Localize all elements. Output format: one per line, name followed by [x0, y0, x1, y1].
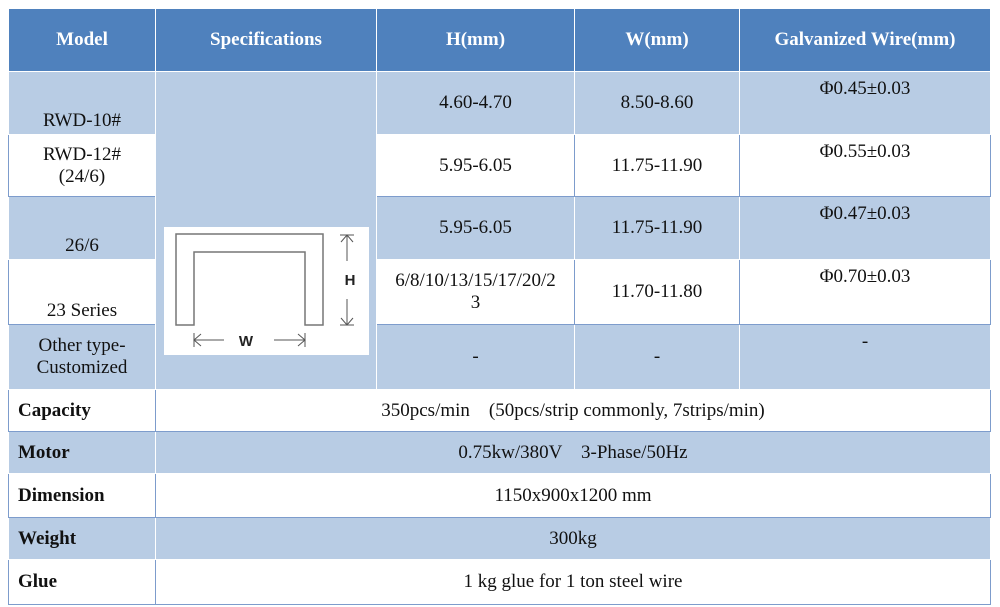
- summary-row: Motor 0.75kw/380V 3-Phase/50Hz: [8, 431, 991, 474]
- summary-row: Glue 1 kg glue for 1 ton steel wire: [8, 559, 991, 605]
- h-cell: 5.95-6.05: [376, 134, 575, 197]
- spec-cell: H W: [155, 71, 377, 390]
- summary-value: 1150x900x1200 mm: [155, 473, 991, 518]
- staple-outline: [175, 233, 324, 326]
- header-cell: Galvanized Wire(mm): [739, 8, 991, 72]
- summary-label: Glue: [8, 559, 156, 605]
- h-cell: 5.95-6.05: [376, 196, 575, 260]
- h-cell: 6/8/10/13/15/17/20/23: [376, 259, 575, 325]
- model-cell: 26/6: [8, 196, 156, 260]
- header-cell: H(mm): [376, 8, 575, 72]
- w-cell: 11.75-11.90: [574, 134, 740, 197]
- model-row: 23 Series 6/8/10/13/15/17/20/23 11.70-11…: [8, 259, 991, 325]
- summary-row: Weight 300kg: [8, 517, 991, 560]
- summary-value: 350pcs/min (50pcs/strip commonly, 7strip…: [155, 389, 991, 432]
- summary-label: Capacity: [8, 389, 156, 432]
- model-row: RWD-10# H W 4.60-4.70 8.50-8.60 Φ0.45±0.…: [8, 71, 991, 390]
- header-row: Model Specifications H(mm) W(mm) Galvani…: [8, 8, 991, 72]
- header-cell: Model: [8, 8, 156, 72]
- model-row: RWD-12# (24/6) 5.95-6.05 11.75-11.90 Φ0.…: [8, 134, 991, 197]
- w-cell: 11.70-11.80: [574, 259, 740, 325]
- w-cell: 8.50-8.60: [574, 71, 740, 135]
- model-cell: RWD-12# (24/6): [8, 134, 156, 197]
- model-cell: RWD-10#: [8, 71, 156, 135]
- h-cell: -: [376, 324, 575, 390]
- w-cell: 11.75-11.90: [574, 196, 740, 260]
- w-cell: -: [574, 324, 740, 390]
- header-cell: W(mm): [574, 8, 740, 72]
- w-label: W: [239, 333, 254, 350]
- wire-cell: -: [739, 324, 991, 390]
- wire-cell: Φ0.55±0.03: [739, 134, 991, 197]
- summary-value: 1 kg glue for 1 ton steel wire: [155, 559, 991, 605]
- spec-table: Model Specifications H(mm) W(mm) Galvani…: [8, 8, 991, 605]
- wire-cell: Φ0.47±0.03: [739, 196, 991, 260]
- wire-cell: Φ0.70±0.03: [739, 259, 991, 325]
- w-arrow-heads: [193, 333, 306, 347]
- h-cell: 4.60-4.70: [376, 71, 575, 135]
- model-cell: 23 Series: [8, 259, 156, 325]
- summary-row: Dimension 1150x900x1200 mm: [8, 473, 991, 518]
- summary-label: Dimension: [8, 473, 156, 518]
- summary-value: 0.75kw/380V 3-Phase/50Hz: [155, 431, 991, 474]
- h-label: H: [345, 272, 356, 289]
- summary-label: Weight: [8, 517, 156, 560]
- summary-value: 300kg: [155, 517, 991, 560]
- h-arrow-heads: [340, 234, 354, 326]
- model-cell: Other type- Customized: [8, 324, 156, 390]
- summary-label: Motor: [8, 431, 156, 474]
- wire-cell: Φ0.45±0.03: [739, 71, 991, 135]
- model-row: 26/6 5.95-6.05 11.75-11.90 Φ0.47±0.03: [8, 196, 991, 260]
- model-row: Other type- Customized - - -: [8, 324, 991, 390]
- header-cell: Specifications: [155, 8, 377, 72]
- staple-diagram: H W: [164, 227, 369, 355]
- summary-row: Capacity 350pcs/min (50pcs/strip commonl…: [8, 389, 991, 432]
